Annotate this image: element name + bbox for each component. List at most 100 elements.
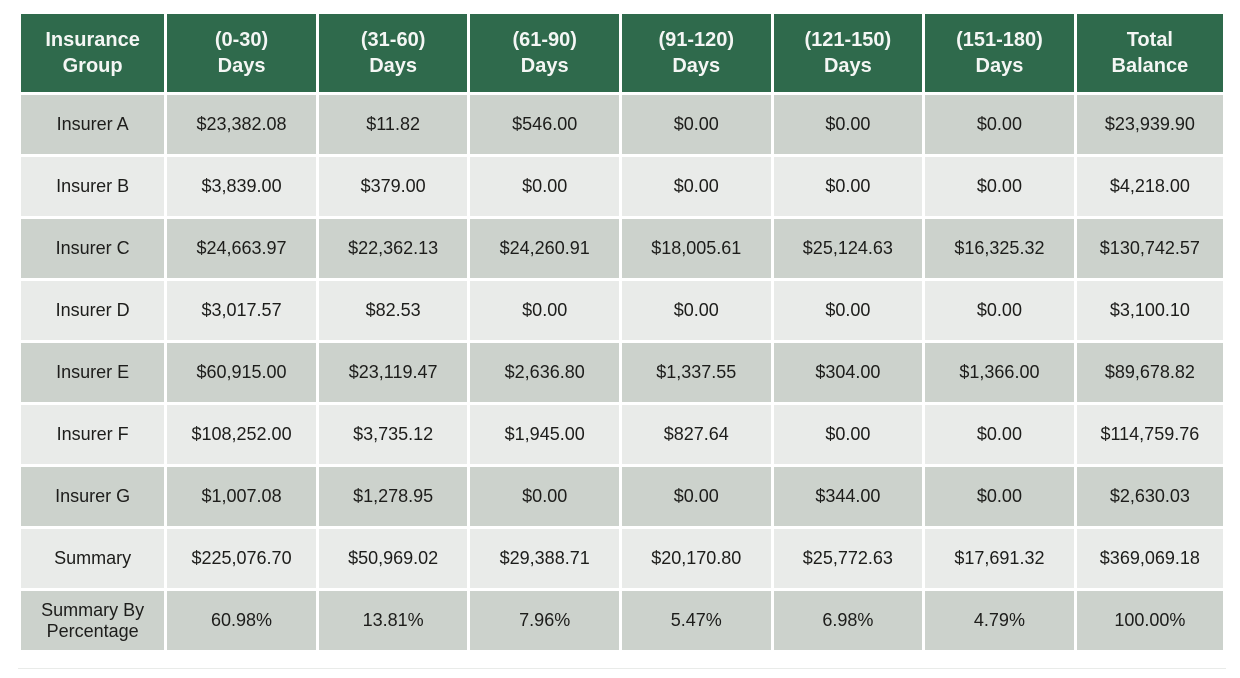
cell-value: $0.00	[925, 157, 1074, 216]
column-header-line: Balance	[1111, 55, 1189, 77]
cell-value: $16,325.32	[925, 219, 1074, 278]
cell-value: $0.00	[621, 467, 771, 526]
cell-value: $304.00	[773, 343, 923, 402]
cell-value: $4,218.00	[1076, 157, 1223, 216]
cell-value: $0.00	[773, 281, 923, 340]
cell-value: $0.00	[925, 405, 1074, 464]
column-header-line: Total	[1126, 29, 1173, 51]
cell-value: $0.00	[773, 405, 923, 464]
cell-value: $0.00	[621, 281, 771, 340]
cell-value: $0.00	[773, 157, 923, 216]
cell-value: $89,678.82	[1076, 343, 1223, 402]
table-row-summary: Summary $225,076.70 $50,969.02 $29,388.71 $2…	[21, 529, 1223, 588]
cell-value: $1,366.00	[925, 343, 1074, 402]
cell-value: $23,939.90	[1076, 95, 1223, 154]
cell-value: $1,278.95	[318, 467, 468, 526]
cell-value: 6.98%	[773, 591, 923, 650]
row-label: Insurer D	[21, 281, 165, 340]
cell-value: $23,119.47	[318, 343, 468, 402]
column-header-total-balance: Total Balance	[1076, 14, 1223, 92]
column-header-line: Group	[62, 55, 123, 77]
cell-value: $25,124.63	[773, 219, 923, 278]
cell-value: $60,915.00	[167, 343, 316, 402]
column-header-line: Days	[520, 55, 569, 77]
table-row-insurer-f: Insurer F $108,252.00 $3,735.12 $1,945.00 $8…	[21, 405, 1223, 464]
row-label: Insurer C	[21, 219, 165, 278]
column-header-line: Days	[369, 55, 418, 77]
column-header-121-150-days: (121-150) Days	[773, 14, 923, 92]
cell-value: $3,735.12	[318, 405, 468, 464]
insurance-aging-table: Insurance Group (0-30) Days (31-60) Days (61-9…	[18, 11, 1226, 653]
column-header-insurance-group: Insurance Group	[21, 14, 165, 92]
table-row-insurer-a: Insurer A $23,382.08 $11.82 $546.00 $0.00 $0.…	[21, 95, 1223, 154]
column-header-line: (151-180)	[956, 29, 1043, 51]
row-label: Insurer A	[21, 95, 165, 154]
column-header-line: (31-60)	[360, 29, 426, 51]
cell-value: $546.00	[470, 95, 619, 154]
column-header-line: (91-120)	[658, 29, 735, 51]
cell-value: $3,017.57	[167, 281, 316, 340]
cell-value: $0.00	[470, 467, 619, 526]
column-header-line: (0-30)	[214, 29, 269, 51]
cell-value: $130,742.57	[1076, 219, 1223, 278]
table-row-insurer-e: Insurer E $60,915.00 $23,119.47 $2,636.80 $1…	[21, 343, 1223, 402]
cell-value: 60.98%	[167, 591, 316, 650]
cell-value: $0.00	[773, 95, 923, 154]
cell-value: 100.00%	[1076, 591, 1223, 650]
table-bottom-divider	[18, 668, 1226, 669]
cell-value: $0.00	[470, 281, 619, 340]
cell-value: $827.64	[621, 405, 771, 464]
row-label: Summary By Percentage	[21, 591, 165, 650]
header-row: Insurance Group (0-30) Days (31-60) Days (61-9…	[21, 14, 1223, 92]
cell-value: $3,839.00	[167, 157, 316, 216]
table-row-summary-by-percentage: Summary By Percentage 60.98% 13.81% 7.96% 5.…	[21, 591, 1223, 650]
column-header-31-60-days: (31-60) Days	[318, 14, 468, 92]
cell-value: $18,005.61	[621, 219, 771, 278]
cell-value: $2,630.03	[1076, 467, 1223, 526]
row-label: Summary	[21, 529, 165, 588]
cell-value: $29,388.71	[470, 529, 619, 588]
cell-value: $344.00	[773, 467, 923, 526]
cell-value: 5.47%	[621, 591, 771, 650]
column-header-61-90-days: (61-90) Days	[470, 14, 619, 92]
column-header-line: Days	[975, 55, 1024, 77]
cell-value: $225,076.70	[167, 529, 316, 588]
cell-value: $2,636.80	[470, 343, 619, 402]
cell-value: $22,362.13	[318, 219, 468, 278]
cell-value: $0.00	[470, 157, 619, 216]
column-header-line: Insurance	[45, 29, 140, 51]
cell-value: $82.53	[318, 281, 468, 340]
table-row-insurer-b: Insurer B $3,839.00 $379.00 $0.00 $0.00 $0.00…	[21, 157, 1223, 216]
cell-value: $25,772.63	[773, 529, 923, 588]
table-row-insurer-d: Insurer D $3,017.57 $82.53 $0.00 $0.00 $0.00 $…	[21, 281, 1223, 340]
cell-value: $1,945.00	[470, 405, 619, 464]
cell-value: $11.82	[318, 95, 468, 154]
cell-value: 13.81%	[318, 591, 468, 650]
column-header-line: (121-150)	[804, 29, 892, 51]
cell-value: $0.00	[925, 467, 1074, 526]
column-header-151-180-days: (151-180) Days	[925, 14, 1074, 92]
row-label: Insurer G	[21, 467, 165, 526]
cell-value: $369,069.18	[1076, 529, 1223, 588]
cell-value: $0.00	[621, 157, 771, 216]
cell-value: 4.79%	[925, 591, 1074, 650]
cell-value: $0.00	[621, 95, 771, 154]
cell-value: $1,337.55	[621, 343, 771, 402]
cell-value: $24,663.97	[167, 219, 316, 278]
cell-value: $17,691.32	[925, 529, 1074, 588]
column-header-line: (61-90)	[512, 29, 577, 51]
cell-value: $20,170.80	[621, 529, 771, 588]
column-header-line: Days	[823, 55, 872, 77]
cell-value: $1,007.08	[167, 467, 316, 526]
cell-value: $108,252.00	[167, 405, 316, 464]
column-header-line: Days	[217, 55, 266, 77]
cell-value: $24,260.91	[470, 219, 619, 278]
column-header-0-30-days: (0-30) Days	[167, 14, 316, 92]
column-header-line: Days	[672, 55, 721, 77]
column-header-91-120-days: (91-120) Days	[621, 14, 771, 92]
cell-value: $23,382.08	[167, 95, 316, 154]
cell-value: $114,759.76	[1076, 405, 1223, 464]
row-label: Insurer E	[21, 343, 165, 402]
row-label: Insurer F	[21, 405, 165, 464]
